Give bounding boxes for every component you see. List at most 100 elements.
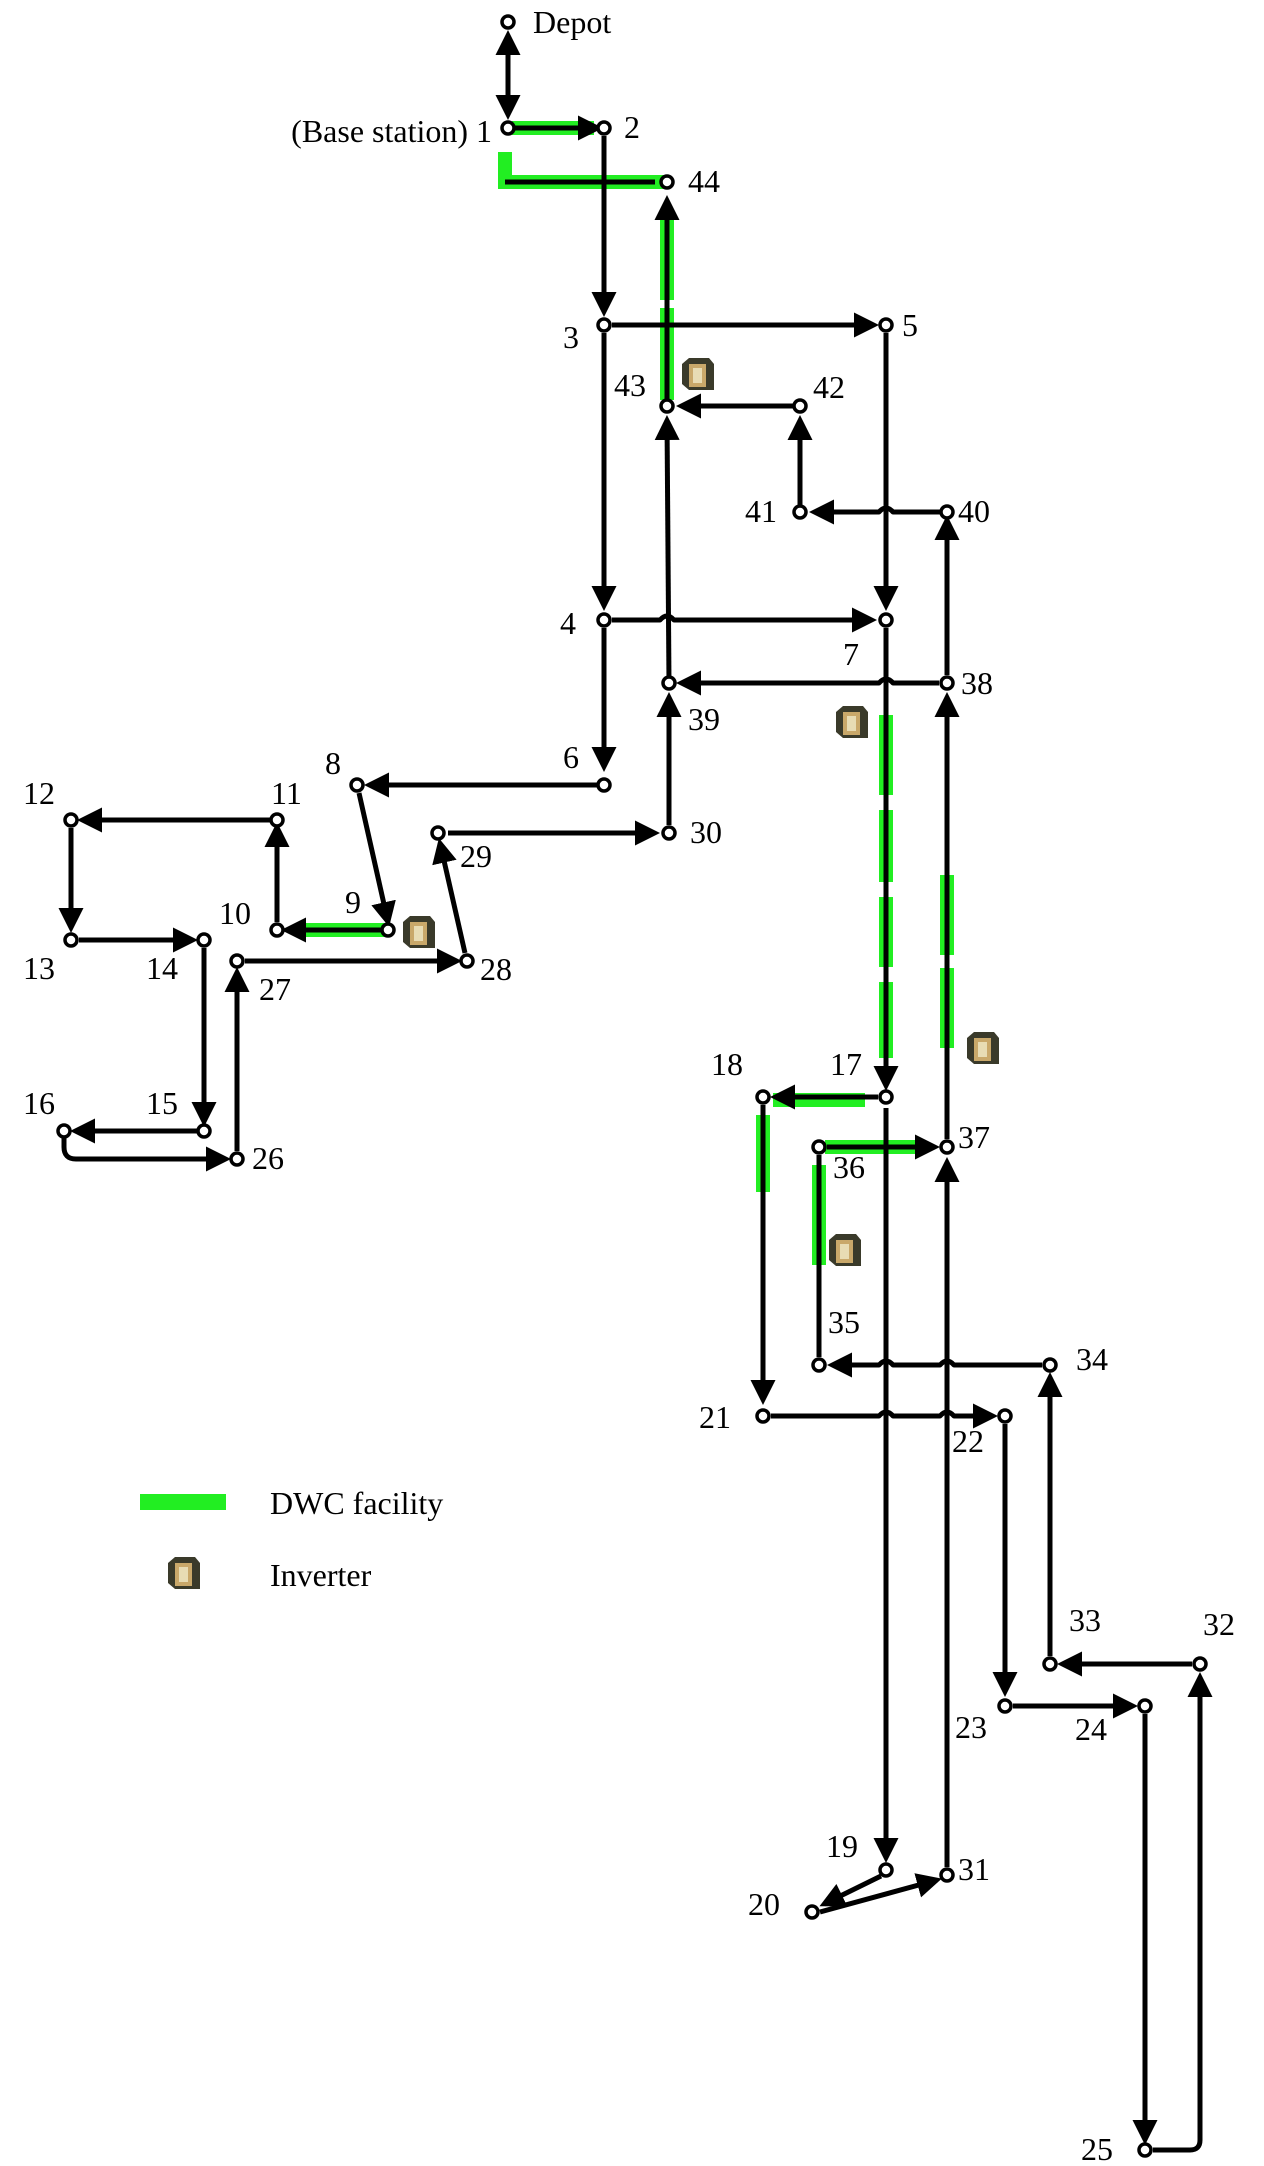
node-10 xyxy=(269,922,285,938)
edge-34-35 xyxy=(827,1352,1042,1378)
label-17: 17 xyxy=(830,1046,862,1082)
label-44: 44 xyxy=(688,163,720,199)
label-40: 40 xyxy=(958,493,990,529)
inverter-icon xyxy=(403,916,435,948)
inverter-icon xyxy=(836,706,868,738)
edge-8-9 xyxy=(356,792,396,927)
label-16: 16 xyxy=(23,1085,55,1121)
legend: DWC facility Inverter xyxy=(140,1485,443,1593)
label-43: 43 xyxy=(614,367,646,403)
dwc-segments xyxy=(305,121,954,1265)
edge-21-22 xyxy=(771,1403,998,1429)
node-15 xyxy=(196,1123,212,1139)
node-38 xyxy=(939,675,955,691)
label-27: 27 xyxy=(259,971,291,1007)
node-42 xyxy=(792,398,808,414)
inverter-icon xyxy=(682,358,714,390)
edge-38-39 xyxy=(676,670,939,696)
node-12 xyxy=(63,812,79,828)
label-31: 31 xyxy=(958,1851,990,1887)
node-32 xyxy=(1192,1656,1208,1672)
label-depot: Depot xyxy=(533,4,611,40)
dwc-1-44 xyxy=(498,152,667,189)
node-40 xyxy=(939,504,955,520)
node-9 xyxy=(380,922,396,938)
label-36: 36 xyxy=(833,1149,865,1185)
label-37: 37 xyxy=(958,1119,990,1155)
label-2: 2 xyxy=(624,109,640,145)
node-23 xyxy=(997,1698,1013,1714)
inverter-icon xyxy=(829,1234,861,1266)
inverters xyxy=(403,358,999,1266)
edge-4-7 xyxy=(612,607,877,633)
nodes xyxy=(56,14,1208,2158)
edge-20-31 xyxy=(819,1873,942,1915)
label-25: 25 xyxy=(1081,2131,1113,2166)
label-15: 15 xyxy=(146,1085,178,1121)
node-4 xyxy=(596,612,612,628)
label-12: 12 xyxy=(23,775,55,811)
label-23: 23 xyxy=(955,1709,987,1745)
edge-39-43 xyxy=(654,415,680,684)
node-16 xyxy=(56,1123,72,1139)
label-33: 33 xyxy=(1069,1602,1101,1638)
node-27 xyxy=(229,953,245,969)
label-7: 7 xyxy=(843,636,859,672)
node-34 xyxy=(1042,1357,1058,1373)
node-41 xyxy=(792,504,808,520)
node-18 xyxy=(755,1089,771,1105)
legend-inverter-label: Inverter xyxy=(270,1557,372,1593)
node-33 xyxy=(1042,1656,1058,1672)
label-28: 28 xyxy=(480,951,512,987)
node-22 xyxy=(997,1408,1013,1424)
label-35: 35 xyxy=(828,1304,860,1340)
node-17 xyxy=(878,1089,894,1105)
node-39 xyxy=(661,675,677,691)
label-14: 14 xyxy=(146,950,178,986)
label-41: 41 xyxy=(745,493,777,529)
edge-16-26 xyxy=(61,1131,231,1172)
label-32: 32 xyxy=(1203,1606,1235,1642)
edge-25-32 xyxy=(1153,1672,1213,2153)
node-8 xyxy=(349,777,365,793)
node-14 xyxy=(196,932,212,948)
edge-40-41 xyxy=(809,499,947,525)
route-edges xyxy=(58,29,1213,2153)
node-31 xyxy=(939,1867,955,1883)
node-21 xyxy=(755,1408,771,1424)
node-24 xyxy=(1137,1698,1153,1714)
label-19: 19 xyxy=(826,1828,858,1864)
label-1: (Base station) 1 xyxy=(291,113,492,149)
node-1 xyxy=(500,120,516,136)
label-21: 21 xyxy=(699,1399,731,1435)
node-2 xyxy=(596,120,612,136)
node-5 xyxy=(878,317,894,333)
label-42: 42 xyxy=(813,369,845,405)
node-labels: Depot (Base station) 1 2 44 3 5 43 42 41… xyxy=(23,4,1235,2166)
node-43 xyxy=(659,398,675,414)
node-3 xyxy=(596,317,612,333)
label-11: 11 xyxy=(271,775,302,811)
node-29 xyxy=(430,825,446,841)
label-20: 20 xyxy=(748,1886,780,1922)
label-24: 24 xyxy=(1075,1711,1107,1747)
label-8: 8 xyxy=(325,745,341,781)
label-9: 9 xyxy=(345,884,361,920)
label-18: 18 xyxy=(711,1046,743,1082)
label-4: 4 xyxy=(560,605,576,641)
node-6 xyxy=(596,777,612,793)
legend-dwc-label: DWC facility xyxy=(270,1485,443,1521)
node-26 xyxy=(229,1151,245,1167)
node-20 xyxy=(804,1904,820,1920)
label-10: 10 xyxy=(219,895,251,931)
node-11 xyxy=(269,812,285,828)
node-depot xyxy=(500,14,516,30)
label-29: 29 xyxy=(460,838,492,874)
node-25 xyxy=(1137,2142,1153,2158)
label-13: 13 xyxy=(23,950,55,986)
node-36 xyxy=(811,1139,827,1155)
inverter-icon xyxy=(168,1557,200,1589)
node-13 xyxy=(63,932,79,948)
label-22: 22 xyxy=(952,1423,984,1459)
node-37 xyxy=(939,1139,955,1155)
